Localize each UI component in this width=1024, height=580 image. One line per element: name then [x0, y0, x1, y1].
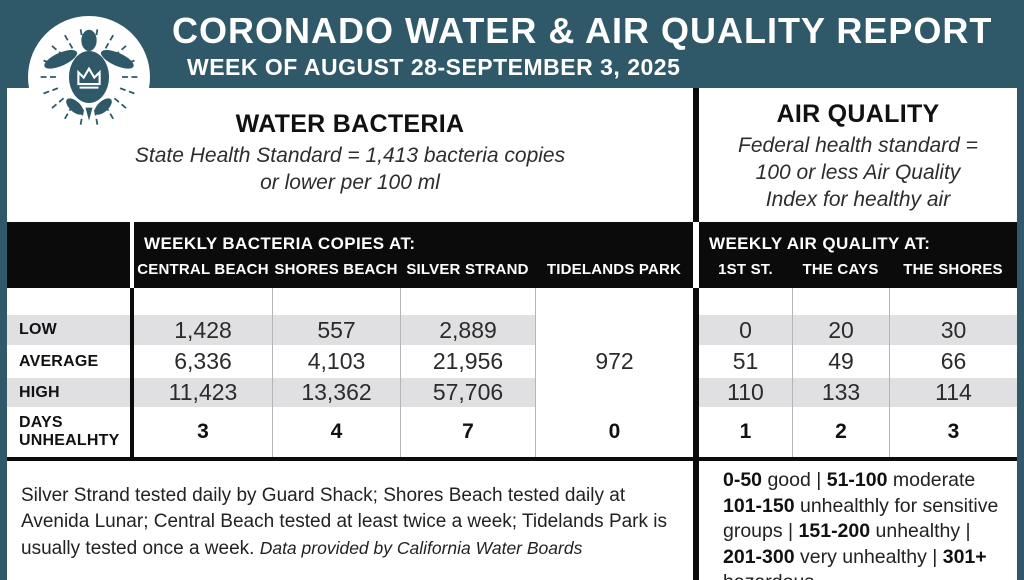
turtle-crown-icon [37, 25, 141, 129]
col-header-tidelands-park: TIDELANDS PARK [546, 261, 682, 278]
avg-tidelands-park: 972 [535, 345, 693, 378]
avg-the-cays: 49 [792, 345, 889, 378]
table-row-high: HIGH 11,423 13,362 57,706 110 133 114 [7, 378, 1017, 407]
col-header-central-beach: CENTRAL BEACH [137, 261, 269, 278]
water-standard-text: State Health Standard = 1,413 bacteria c… [134, 144, 566, 194]
section-vertical-divider [693, 88, 699, 222]
air-standard-text: Federal health standard = 100 or less Ai… [738, 134, 978, 211]
data-table: LOW 1,428 557 2,889 0 20 30 AVERAGE 6,33… [7, 288, 1017, 457]
days-the-cays: 2 [792, 407, 889, 457]
low-tidelands-park [535, 315, 693, 345]
low-shores-beach: 557 [272, 315, 400, 345]
water-bacteria-title: WATER BACTERIA [235, 110, 465, 138]
water-data-source: Data provided by California Water Boards [259, 538, 583, 558]
low-the-cays: 20 [792, 315, 889, 345]
air-columns-header: WEEKLY AIR QUALITY AT: 1ST ST. THE CAYS … [699, 222, 1017, 288]
footnotes-area: Silver Strand tested daily by Guard Shac… [7, 461, 1017, 580]
footnotes-vertical-divider [693, 461, 699, 580]
row-label-high: HIGH [7, 378, 130, 407]
col-header-shores-beach: SHORES BEACH [274, 261, 398, 278]
low-silver-strand: 2,889 [400, 315, 535, 345]
days-the-shores: 3 [889, 407, 1017, 457]
low-the-shores: 30 [889, 315, 1017, 345]
low-central-beach: 1,428 [134, 315, 272, 345]
row-label-low: LOW [7, 315, 130, 345]
avg-silver-strand: 21,956 [400, 345, 535, 378]
header-band: CORONADO WATER & AIR QUALITY REPORT WEEK… [0, 0, 1024, 88]
report-week-subtitle: WEEK OF AUGUST 28-SEPTEMBER 3, 2025 [187, 54, 681, 80]
row-label-header-cell [7, 222, 130, 288]
air-quality-section: AIR QUALITY Federal health standard = 10… [699, 88, 1017, 222]
report-title: CORONADO WATER & AIR QUALITY REPORT [172, 10, 993, 51]
aqi-legend: 0-50 good | 51-100 moderate 101-150 unhe… [723, 469, 999, 580]
weekly-bacteria-header: WEEKLY BACTERIA COPIES AT: [144, 234, 416, 253]
col-header-the-cays: THE CAYS [802, 261, 879, 278]
high-tidelands-park [535, 378, 693, 407]
high-the-shores: 114 [889, 378, 1017, 407]
table-row-days-unhealthy: DAYS UNHEALHTY 3 4 7 0 1 2 3 [7, 407, 1017, 457]
days-1st-st: 1 [739, 420, 752, 443]
table-row-average: AVERAGE 6,336 4,103 21,956 972 51 49 66 [7, 345, 1017, 378]
section-titles: WATER BACTERIA State Health Standard = 1… [7, 88, 1017, 222]
water-bacteria-section: WATER BACTERIA State Health Standard = 1… [7, 88, 693, 222]
table-header: WEEKLY BACTERIA COPIES AT: CENTRAL BEACH… [7, 222, 1017, 288]
low-1st-st: 0 [699, 315, 792, 345]
high-central-beach: 11,423 [134, 378, 272, 407]
col-header-1st-st: 1ST ST. [718, 261, 773, 278]
high-1st-st: 110 [699, 378, 792, 407]
table-row-low: LOW 1,428 557 2,889 0 20 30 [7, 315, 1017, 345]
avg-1st-st: 51 [732, 348, 759, 374]
table-bottom-rule [7, 457, 1017, 461]
water-columns-header: WEEKLY BACTERIA COPIES AT: CENTRAL BEACH… [134, 222, 693, 288]
col-header-silver-strand: SILVER STRAND [406, 261, 529, 278]
air-quality-title: AIR QUALITY [776, 100, 940, 128]
avg-shores-beach: 4,103 [272, 345, 400, 378]
coronado-logo [28, 16, 150, 138]
water-testing-note: Silver Strand tested daily by Guard Shac… [21, 485, 668, 559]
row-label-days-unhealthy: DAYS UNHEALHTY [19, 414, 120, 449]
table-row-spacer [7, 288, 1017, 315]
col-header-the-shores: THE SHORES [903, 261, 1003, 278]
content-card: WATER BACTERIA State Health Standard = 1… [7, 88, 1017, 580]
days-silver-strand: 7 [400, 407, 535, 457]
weekly-air-header: WEEKLY AIR QUALITY AT: [709, 234, 931, 253]
days-shores-beach: 4 [272, 407, 400, 457]
high-shores-beach: 13,362 [272, 378, 400, 407]
row-label-average: AVERAGE [19, 352, 99, 370]
avg-the-shores: 66 [889, 345, 1017, 378]
avg-central-beach: 6,336 [174, 348, 232, 374]
days-central-beach: 3 [197, 420, 209, 443]
high-the-cays: 133 [792, 378, 889, 407]
high-silver-strand: 57,706 [400, 378, 535, 407]
days-tidelands-park: 0 [535, 407, 693, 457]
